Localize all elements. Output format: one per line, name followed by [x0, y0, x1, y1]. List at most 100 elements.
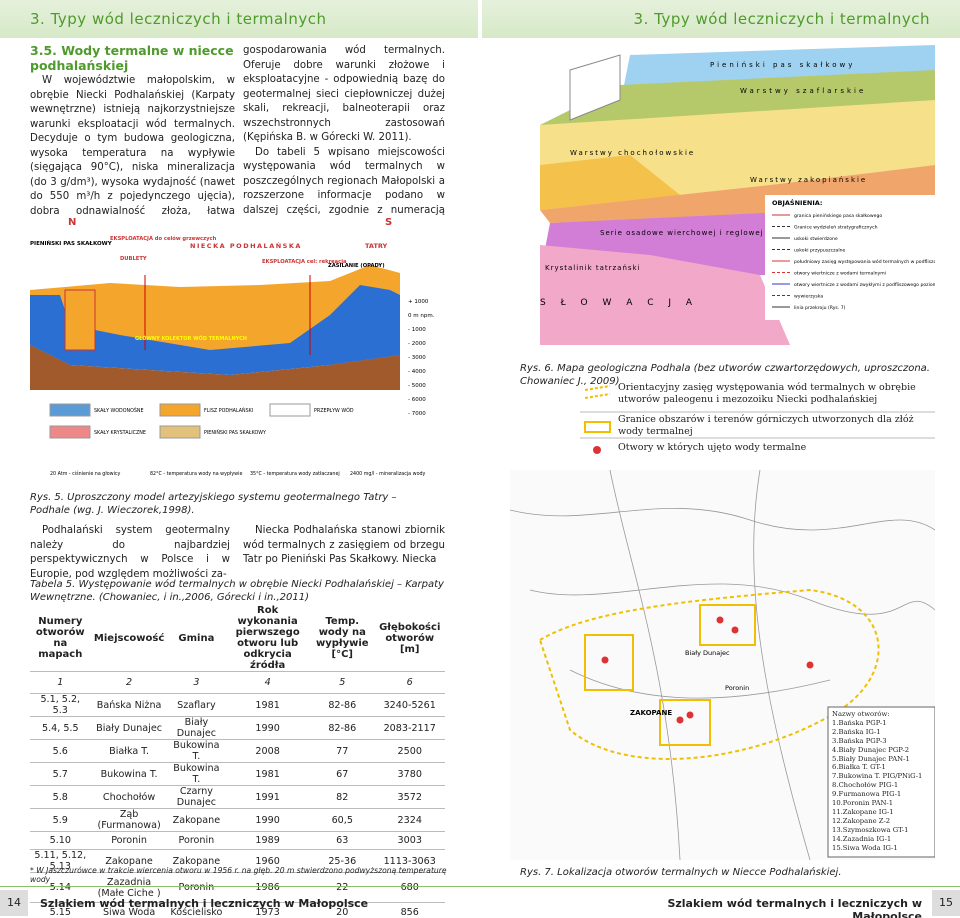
well-marker	[601, 656, 609, 664]
figure-caption: Rys. 7. Lokalizacja otworów termalnych w…	[520, 867, 842, 878]
table-cell: 1990	[225, 716, 311, 740]
label: Warstwy szaflarskie	[740, 87, 866, 95]
label: Pieniński pas skałkowy	[710, 61, 855, 69]
table-cell: 25-36	[310, 849, 375, 874]
legend-swatch	[593, 446, 601, 454]
header-left: 3. Typy wód leczniczych i termalnych	[0, 0, 478, 38]
table-row: 5.9 Ząb (Furmanowa) Zakopane 1990 60,5 2324	[30, 808, 445, 832]
table-cell: 5.10	[30, 831, 91, 851]
table-cell: 5.8	[30, 785, 91, 809]
legend-label: Granice wydzieleń stratygraficznych	[794, 224, 878, 231]
table-cell: 6	[374, 671, 445, 694]
aquifer	[30, 285, 400, 375]
town: Biały Dunajec	[685, 649, 730, 657]
depth-label: 0 m npm.	[408, 313, 435, 319]
table-row: 5.15 Siwa Woda Kościelisko 1973 20 856	[30, 902, 445, 918]
table-cell: Zazadnia (Małe Ciche )	[90, 872, 168, 904]
paragraph: Niecka Podhalańska stanowi zbiornik wód …	[243, 525, 445, 565]
legend-label: uskoki stwierdzone	[794, 236, 838, 242]
table-cell: Chochołów	[90, 785, 168, 809]
road	[609, 470, 681, 860]
depth-label: - 2000	[408, 341, 426, 347]
legend-item: Orientacyjny zasięg występowania wód ter…	[618, 382, 916, 405]
inset	[569, 54, 621, 121]
legend-item: Granice obszarów i terenów górniczych ut…	[618, 414, 914, 437]
table-row: 5.10 Poronin Poronin 1989 63 3003	[30, 831, 445, 851]
header-right: 3. Typy wód leczniczych i termalnych	[482, 0, 960, 38]
legend-item: Otwory w których ujęto wody termalne	[618, 442, 807, 453]
figure-geological-map: Pieniński pas skałkowy Warstwy szaflarsk…	[510, 45, 935, 355]
well-name: 15.Siwa Woda IG-1	[832, 843, 898, 852]
table-cell: Bukowina T.	[167, 762, 226, 786]
legend-label: linia przekroju (Rys. 7)	[794, 305, 846, 311]
legend-swatch	[584, 385, 611, 399]
table-header-cell: Głębokości otworów [m]	[374, 605, 445, 672]
label: Warstwy zakopiańskie	[750, 176, 867, 184]
label: Serie osadowe wierchowej i reglowej	[600, 229, 764, 237]
legend-title: OBJAŚNIENIA:	[772, 198, 823, 207]
table-row: 5.7 Bukowina T. Bukowina T. 1981 67 3780	[30, 762, 445, 786]
table-cell: 63	[310, 831, 375, 851]
well-name: 8.Chochołów PIG-1	[832, 781, 899, 790]
table-header-cell: Rok wykonania pierwszego otworu lub odkr…	[225, 605, 311, 672]
well-marker	[806, 661, 814, 669]
table-cell: 856	[374, 902, 445, 918]
well-name: 1.Bańska PGP-1	[832, 718, 887, 727]
well-name: 6.Białka T. GT-1	[832, 763, 886, 772]
well-name: 13.Szymoszkowa GT-1	[832, 825, 909, 834]
depth-label: - 7000	[408, 411, 426, 417]
table-cell: Białka T.	[90, 739, 168, 763]
table-cell: 5.9	[30, 808, 91, 832]
table-cell: Zakopane	[90, 849, 168, 874]
label: EKSPLOATACJA cel: rekreacja	[262, 259, 347, 265]
table: Numery otworów na mapach Miejscowość Gmina…	[30, 605, 445, 918]
well-name: 5.Biały Dunajec PAN-1	[832, 754, 910, 763]
wells-title: Nazwy otworów:	[832, 710, 890, 718]
label: Warstwy chochołowskie	[570, 149, 695, 157]
table-cell: Bukowina T.	[90, 762, 168, 786]
pieniny-belt	[64, 289, 96, 351]
table-row: 5.6 Białka T. Bukowina T. 2008 77 2500	[30, 739, 445, 763]
well-marker	[731, 626, 739, 634]
label: DUBLETY	[120, 256, 147, 262]
table-cell: 77	[310, 739, 375, 763]
well-name: 4.Biały Dunajec PGP-2	[832, 745, 910, 754]
depth-label: + 1000	[408, 299, 429, 305]
footer-text: Szlakiem wód termalnych i leczniczych w …	[40, 897, 369, 910]
table-cell: 3572	[374, 785, 445, 809]
well-name: 2.Bańska IG-1	[832, 727, 881, 736]
page-number: 14	[0, 890, 28, 916]
legend-label: SKAŁY KRYSTALICZNE	[94, 430, 146, 436]
wells-list: Nazwy otworów: 1.Bańska PGP-1 2.Bańska IG-…	[832, 710, 934, 853]
header-title: 3. Typy wód leczniczych i termalnych	[633, 10, 930, 28]
table-cell: 5	[310, 671, 375, 694]
depth-label: - 6000	[408, 397, 426, 403]
depth-label: - 4000	[408, 369, 426, 375]
table-header-cell: Temp. wody na wypływie [°C]	[310, 605, 375, 672]
legend-swatch	[49, 403, 91, 417]
table-header-cell: Gmina	[167, 605, 226, 672]
table-cell: 1991	[225, 785, 311, 809]
legend-label: 35°C - temperatura wody zatłaczanej	[250, 471, 340, 477]
legend-label: wywierzyska	[794, 294, 823, 300]
well-marker	[686, 711, 694, 719]
table-header-row: Numery otworów na mapach Miejscowość Gmina…	[30, 605, 445, 672]
table-caption: Tabela 5. Występowanie wód termalnych w …	[30, 579, 444, 603]
text-column: gospodarowania wód termalnych. Oferuje d…	[243, 44, 445, 233]
legend-text: Orientacyjny zasięg występowania wód ter…	[618, 382, 928, 454]
table-cell: 1986	[225, 872, 311, 904]
table-cell: Zakopane	[167, 808, 226, 832]
table-cell: 5.4, 5.5	[30, 716, 91, 740]
legend-label: 82°C - temperatura wody na wypływie	[150, 471, 242, 477]
label: S	[385, 217, 392, 228]
figure-caption: Rys. 6. Mapa geologiczna Podhala (bez ut…	[520, 363, 930, 387]
table-cell: Kościelisko	[167, 902, 226, 918]
table-cell: 680	[374, 872, 445, 904]
legend-label: SKAŁY WODONOŚNE	[94, 407, 144, 414]
road	[510, 507, 935, 531]
well-name: 3.Bańska PGP-3	[832, 736, 887, 745]
text-column: Podhalański system geotermalny należy do…	[30, 524, 230, 582]
table-cell: 5.1, 5.2, 5.3	[30, 693, 91, 717]
